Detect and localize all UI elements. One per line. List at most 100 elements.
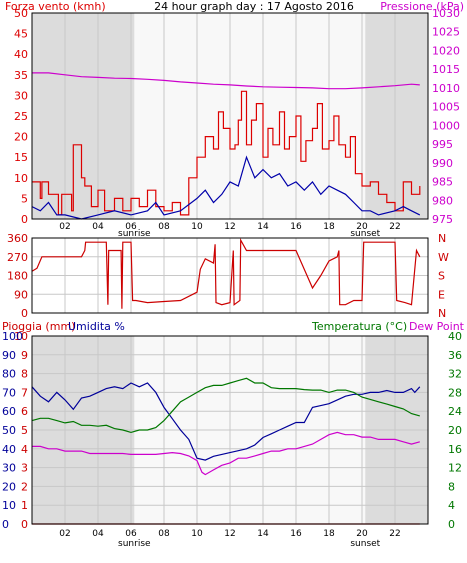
wind-tick-label: 15 — [14, 151, 28, 164]
humidity-tick-label: 90 — [2, 349, 16, 362]
rain-tick-label: 2 — [21, 480, 28, 493]
direction-tick-label: 90 — [14, 288, 28, 301]
wind_avg-line — [31, 155, 421, 220]
rain-tick-label: 9 — [21, 349, 28, 362]
hour-tick-label: 22 — [389, 529, 400, 539]
hour-tick-label: 02 — [59, 222, 70, 232]
rain-tick-label: 8 — [21, 368, 28, 381]
hour-tick-label: 14 — [257, 222, 269, 232]
humidity-tick-label: 80 — [2, 368, 16, 381]
hour-tick-label: 20 — [356, 529, 368, 539]
sunrise-label: sunrise — [118, 229, 151, 239]
wind-tick-label: 40 — [14, 48, 28, 61]
pressure-tick-label: 1015 — [432, 63, 460, 76]
wind-tick-label: 50 — [14, 7, 28, 20]
hour-tick-label: 20 — [356, 222, 368, 232]
wind-axis-label: Forza vento (kmh) — [5, 0, 106, 13]
pressure-tick-label: 1020 — [432, 44, 460, 57]
humidity-line — [31, 382, 421, 461]
hour-tick-label: 10 — [191, 222, 203, 232]
pressure-tick-label: 1025 — [432, 26, 460, 39]
pressure-tick-label: 1030 — [432, 7, 460, 20]
direction-line — [31, 237, 421, 309]
hour-tick-label: 08 — [158, 529, 170, 539]
rain-tick-label: 4 — [21, 443, 28, 456]
humidity-tick-label: 20 — [2, 480, 16, 493]
wind-line — [32, 90, 421, 216]
sunrise-label: sunrise — [118, 539, 151, 549]
wind-tick-label: 45 — [14, 28, 28, 41]
hour-tick-label: 18 — [323, 222, 335, 232]
hour-tick-label: 06 — [125, 222, 137, 232]
direction-tick-label: 0 — [21, 307, 28, 320]
pressure-tick-label: 1005 — [432, 101, 460, 114]
humidity-tick-label: 30 — [2, 462, 16, 475]
temp-panel-hour-ticks: 02 04 06 08 10 12 14 16 18 20 22 — [59, 529, 400, 539]
direction-tick-label: 360 — [7, 232, 28, 245]
sunset-label: sunset — [350, 229, 380, 239]
temperature-line — [31, 377, 420, 434]
temp-panel-border — [31, 335, 429, 525]
temperature-tick-label: 24 — [448, 405, 462, 418]
humidity-axis-label: Umidita % — [68, 320, 125, 333]
temperature-tick-label: 36 — [448, 349, 462, 362]
temperature-tick-label: 28 — [448, 386, 462, 399]
wind-panel-hour-ticks: 02 04 06 08 10 12 14 16 18 20 22 — [59, 222, 400, 232]
compass-tick-label: E — [438, 288, 445, 301]
temperature-tick-label: 4 — [448, 499, 455, 512]
temperature-tick-label: 40 — [448, 330, 462, 343]
humidity-tick-label: 10 — [2, 499, 16, 512]
rain-tick-label: 3 — [21, 462, 28, 475]
wind-panel-day-bands — [134, 13, 366, 219]
rain-tick-label: 7 — [21, 386, 28, 399]
rain-axis-label: Pioggia (mm) — [2, 320, 75, 333]
pressure-tick-label: 990 — [432, 157, 453, 170]
humidity-tick-label: 40 — [2, 443, 16, 456]
temperature-tick-label: 32 — [448, 368, 462, 381]
temperature-axis-label: Temperatura (°C) — [311, 320, 407, 333]
humidity-tick-label: 70 — [2, 386, 16, 399]
hour-tick-label: 16 — [290, 222, 302, 232]
compass-tick-label: S — [438, 270, 445, 283]
daylight-band — [134, 13, 366, 219]
hour-tick-label: 08 — [158, 222, 170, 232]
hour-tick-label: 06 — [125, 529, 137, 539]
sunset-label: sunset — [350, 539, 380, 549]
wind-tick-label: 0 — [21, 213, 28, 226]
pressure-tick-label: 1000 — [432, 119, 460, 132]
temperature-tick-label: 20 — [448, 424, 462, 437]
hour-tick-label: 14 — [257, 529, 269, 539]
rain-tick-label: 1 — [21, 499, 28, 512]
direction-panel-border — [31, 237, 429, 314]
hour-tick-label: 12 — [224, 222, 235, 232]
direction-panel-series — [31, 237, 421, 309]
wind-tick-label: 20 — [14, 131, 28, 144]
pressure-tick-label: 995 — [432, 138, 453, 151]
compass-tick-label: N — [438, 232, 446, 245]
chart-title: 24 hour graph day : 17 Agosto 2016 — [154, 0, 354, 13]
direction-tick-label: 270 — [7, 251, 28, 264]
wind-tick-label: 5 — [21, 192, 28, 205]
pressure-tick-label: 1010 — [432, 82, 460, 95]
compass-tick-label: W — [438, 251, 449, 264]
rain-tick-label: 0 — [21, 518, 28, 531]
hour-tick-label: 02 — [59, 529, 70, 539]
wind-tick-label: 10 — [14, 172, 28, 185]
pressure-axis-label: Pressione (kPa) — [380, 0, 464, 13]
hour-tick-label: 04 — [92, 529, 104, 539]
wind-tick-label: 30 — [14, 89, 28, 102]
temperature-tick-label: 12 — [448, 462, 462, 475]
temp-panel-grid — [32, 336, 428, 524]
humidity-tick-label: 50 — [2, 424, 16, 437]
humidity-tick-label: 0 — [2, 518, 9, 531]
wind-panel-border — [31, 12, 429, 220]
